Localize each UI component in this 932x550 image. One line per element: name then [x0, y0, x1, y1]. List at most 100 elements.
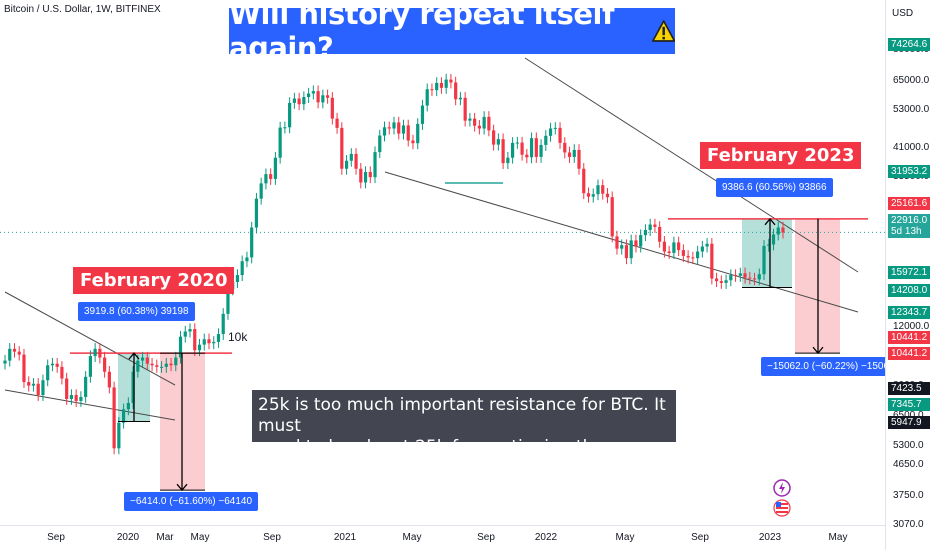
candle-body — [278, 127, 282, 158]
chart-title: Will history repeat itself again? — [229, 0, 615, 65]
candle-body — [60, 366, 64, 379]
candle-body — [174, 357, 178, 366]
candle-body — [145, 357, 149, 364]
time-tick: Sep — [263, 532, 281, 543]
candle-body — [430, 89, 434, 91]
candle-body — [705, 243, 709, 247]
candle-body — [643, 230, 648, 236]
candle-body — [733, 275, 738, 277]
arrow-up-2020-head — [128, 352, 140, 360]
price-pill-value: 7345.7 — [891, 399, 922, 410]
candle-body — [558, 127, 562, 143]
candle-body — [387, 127, 391, 129]
note-line-2: need to break out 25k for continuing the… — [258, 437, 604, 478]
symbol-header: Bitcoin / U.S. Dollar, 1W, BITFINEX — [4, 4, 161, 15]
candle-body — [677, 242, 681, 251]
candle-body — [463, 97, 467, 121]
candle-body — [548, 128, 553, 136]
candle-body — [591, 194, 595, 197]
candle-body — [297, 98, 301, 105]
candle-body — [98, 348, 102, 358]
chart-canvas[interactable] — [0, 0, 885, 526]
candle-body — [529, 138, 534, 158]
price-pill: 7345.7 — [888, 398, 930, 411]
candle-body — [197, 344, 202, 351]
candle-body — [259, 183, 263, 199]
candle-body — [273, 157, 278, 179]
price-pill: 14208.0 — [888, 284, 930, 297]
candle-body — [729, 275, 733, 281]
candle-body — [31, 383, 36, 386]
candle-body — [601, 185, 605, 194]
price-pill: 5947.9 — [888, 416, 930, 429]
analysis-note: 25k is too much important resistance for… — [252, 390, 676, 478]
price-pill-value: 7423.5 — [891, 383, 922, 394]
price-tick: 12000.0 — [893, 320, 930, 332]
time-tick: Sep — [691, 532, 709, 543]
candle-body — [624, 245, 629, 259]
price-pill-value: 25161.6 — [891, 198, 928, 209]
candle-body — [292, 98, 296, 103]
candle-body — [762, 245, 766, 275]
candle-body — [473, 118, 477, 126]
candle-body — [596, 185, 600, 195]
price-tick: 65000.0 — [893, 74, 930, 86]
candle-body — [363, 172, 368, 183]
candle-body — [563, 142, 567, 153]
candle-body — [634, 240, 638, 247]
candle-body — [382, 127, 387, 136]
chart-icons[interactable] — [772, 478, 792, 518]
chart-title-banner: Will history repeat itself again? — [229, 0, 675, 65]
candle-body — [155, 365, 159, 367]
candle-body — [264, 174, 268, 184]
candle-body — [681, 250, 685, 256]
candle-body — [487, 116, 491, 131]
candle-body — [615, 236, 619, 249]
price-pill-value: 10441.2 — [891, 348, 928, 359]
price-tick: 3750.0 — [893, 489, 924, 501]
candle-body — [335, 118, 339, 128]
measure-up-2023: 9386.6 (60.56%) 93866 — [716, 178, 833, 197]
price-pill-value: 10441.2 — [891, 332, 928, 343]
time-tick: 2023 — [758, 532, 782, 543]
candle-body — [416, 123, 420, 144]
candle-body — [710, 243, 714, 279]
candle-body — [321, 95, 325, 103]
candle-body — [46, 365, 50, 381]
candle-body — [226, 289, 230, 314]
candle-body — [74, 394, 78, 401]
price-tick: 41000.0 — [893, 141, 930, 153]
price-tick: 53000.0 — [893, 104, 930, 116]
price-pill: 12343.7 — [888, 306, 930, 319]
candle-body — [468, 118, 472, 121]
price-pill: 25161.6 — [888, 197, 930, 210]
candle-body — [3, 360, 7, 364]
candle-body — [12, 348, 17, 352]
candle-body — [283, 127, 287, 129]
measure-down-2020: −6414.0 (−61.60%) −64140 — [124, 492, 259, 511]
candle-body — [425, 89, 429, 106]
candle-body — [93, 348, 97, 357]
time-tick: 2022 — [534, 532, 558, 543]
candle-body — [658, 226, 662, 242]
note-line-1: 25k is too much important resistance for… — [258, 395, 666, 436]
candle-body — [539, 144, 543, 157]
candle-body — [653, 224, 657, 227]
us-flag-icon[interactable] — [773, 499, 791, 517]
candle-body — [520, 142, 524, 155]
candle-body — [482, 116, 486, 129]
candle-body — [572, 149, 576, 157]
candle-body — [435, 82, 439, 91]
candle-body — [667, 251, 671, 253]
candle-body — [605, 193, 610, 198]
candle-body — [359, 168, 363, 183]
price-pill: 31953.2 — [888, 165, 930, 178]
candle-body — [240, 261, 244, 276]
candle-body — [686, 255, 690, 258]
candle-body — [397, 122, 401, 134]
time-tick: Sep — [477, 532, 495, 543]
lightning-icon[interactable] — [773, 479, 791, 497]
candle-body — [36, 383, 40, 395]
candle-body — [311, 91, 315, 94]
candle-body — [610, 197, 614, 237]
